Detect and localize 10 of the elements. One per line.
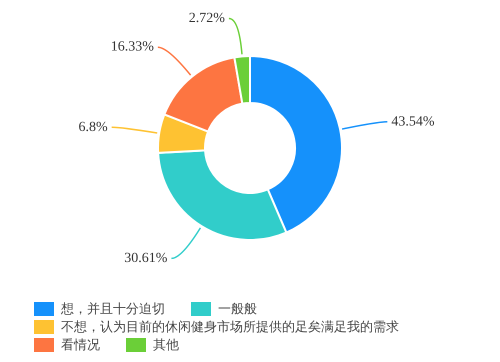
legend-label: 其他 [153,337,179,354]
legend-label: 想，并且十分迫切 [61,301,165,318]
data-label: 30.61% [124,250,168,266]
data-label: 43.54% [391,114,435,130]
legend-label: 一般般 [218,301,257,318]
legend-label: 不想，认为目前的休闲健身市场所提供的足矣满足我的需求 [61,319,399,336]
legend-label: 看情况 [61,337,100,354]
data-label: 6.8% [78,120,108,135]
data-label: 16.33% [110,40,154,55]
data-label: 2.72% [188,10,226,26]
